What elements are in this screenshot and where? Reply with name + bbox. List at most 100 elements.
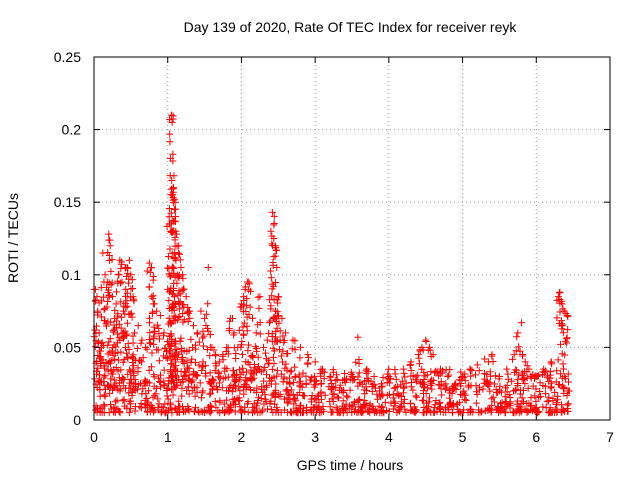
data-point (105, 292, 113, 300)
data-point (98, 339, 106, 347)
data-point (377, 380, 385, 388)
data-point (565, 387, 573, 395)
data-point (266, 296, 274, 304)
data-point (101, 392, 109, 400)
data-point (400, 365, 408, 373)
data-point (167, 401, 175, 409)
x-tick-label: 2 (238, 429, 246, 445)
data-point (437, 403, 445, 411)
data-point (129, 293, 137, 301)
data-point (176, 337, 184, 345)
data-point (128, 276, 136, 284)
data-point (559, 405, 567, 413)
data-point (171, 365, 179, 373)
data-point (272, 246, 280, 254)
data-point (523, 374, 531, 382)
data-point (247, 287, 255, 295)
data-point (413, 393, 421, 401)
data-point (269, 259, 277, 267)
data-point (429, 351, 437, 359)
data-point (166, 245, 174, 253)
data-point (295, 371, 303, 379)
data-point (254, 293, 262, 301)
data-point (251, 408, 259, 416)
data-point (498, 404, 506, 412)
data-point (211, 397, 219, 405)
data-point (123, 319, 131, 327)
data-point (515, 409, 523, 417)
data-point (270, 253, 278, 261)
data-point (554, 356, 562, 364)
data-point (355, 396, 363, 404)
data-point (145, 379, 153, 387)
data-point (545, 409, 553, 417)
data-point (169, 157, 177, 165)
data-point (214, 407, 222, 415)
data-point (271, 400, 279, 408)
data-point (479, 385, 487, 393)
data-point (289, 390, 297, 398)
data-point (223, 365, 231, 373)
data-point (248, 369, 256, 377)
data-point (379, 374, 387, 382)
data-point (184, 364, 192, 372)
data-point (276, 346, 284, 354)
data-point (114, 271, 122, 279)
data-point (282, 360, 290, 368)
data-point (267, 302, 275, 310)
data-point (402, 379, 410, 387)
data-point (346, 386, 354, 394)
data-point (112, 288, 120, 296)
data-point (121, 292, 129, 300)
data-point (554, 293, 562, 301)
data-point (427, 353, 435, 361)
data-point (239, 364, 247, 372)
data-point (150, 340, 158, 348)
data-point (452, 381, 460, 389)
data-point (558, 300, 566, 308)
data-point (146, 340, 154, 348)
data-point (220, 400, 228, 408)
data-point (253, 388, 261, 396)
data-point (513, 333, 521, 341)
data-point (254, 363, 262, 370)
data-point (374, 395, 382, 403)
data-point (262, 398, 270, 406)
data-point (329, 397, 337, 405)
data-point (267, 267, 275, 275)
data-point (239, 330, 247, 338)
data-point (116, 256, 124, 264)
data-point (209, 377, 217, 385)
data-point (114, 356, 122, 364)
data-point (157, 383, 165, 391)
data-point (104, 350, 112, 358)
data-point (327, 408, 335, 416)
data-point (175, 274, 183, 282)
data-point (473, 361, 481, 369)
data-point (156, 311, 164, 319)
data-point (175, 298, 183, 306)
data-point (119, 307, 127, 315)
data-point (128, 313, 136, 321)
data-point (407, 367, 415, 375)
data-point (504, 401, 512, 409)
data-point (556, 308, 564, 316)
data-point (149, 292, 157, 300)
data-point (274, 293, 282, 301)
data-point (216, 397, 224, 405)
data-point (141, 404, 149, 412)
data-point (389, 394, 397, 402)
data-point (536, 387, 544, 395)
data-point (278, 370, 286, 378)
data-point (559, 321, 567, 329)
data-point (194, 407, 202, 415)
data-point (243, 322, 251, 330)
data-point (93, 293, 101, 301)
data-point (107, 356, 115, 364)
data-point (204, 264, 212, 272)
data-point (265, 356, 273, 364)
data-point (182, 368, 190, 376)
data-point (123, 302, 131, 310)
data-point (245, 341, 253, 349)
